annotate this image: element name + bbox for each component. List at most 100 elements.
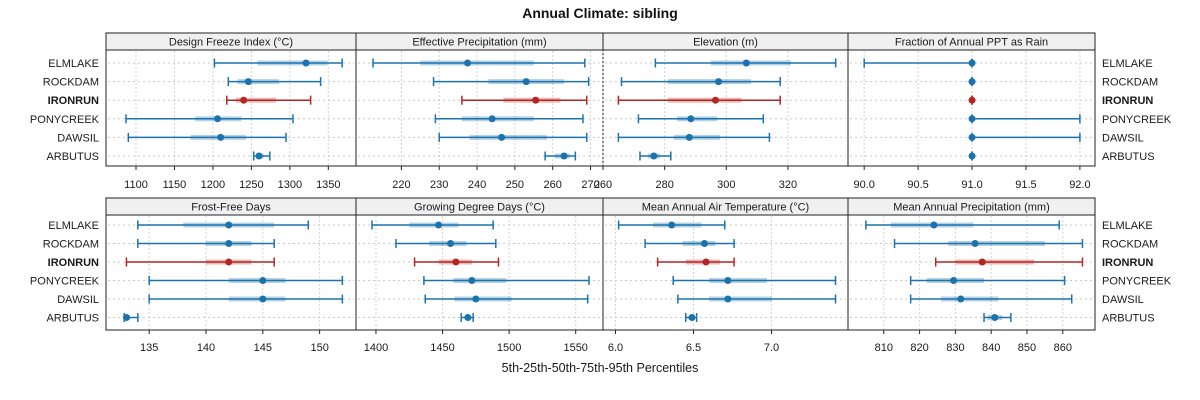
series-dawsil xyxy=(617,132,771,142)
series-dawsil xyxy=(909,294,1073,304)
site-label-left-ironrun: IRONRUN xyxy=(48,95,99,107)
axis-tick-label: 270 xyxy=(581,179,599,191)
site-label-left-dawsil: DAWSIL xyxy=(57,294,99,306)
median-dot xyxy=(968,59,976,67)
median-dot xyxy=(122,314,130,321)
median-dot xyxy=(214,115,222,123)
median-dot xyxy=(464,314,472,321)
axis-tick-label: 860 xyxy=(1054,342,1072,354)
median-dot xyxy=(685,133,693,141)
median-dot xyxy=(724,277,732,284)
panel-title: Effective Precipitation (mm) xyxy=(412,37,546,49)
median-dot xyxy=(668,221,676,229)
series-dawsil xyxy=(424,294,589,304)
axis-tick-label: 830 xyxy=(946,342,964,354)
panel-mean-annual-precipitation-mm: Mean Annual Precipitation (mm) 810 820 830 8… xyxy=(847,197,1096,354)
median-dot xyxy=(217,133,225,141)
median-dot xyxy=(302,59,310,67)
series-rockdam xyxy=(620,77,781,87)
median-dot xyxy=(464,59,472,67)
median-dot xyxy=(724,295,732,303)
median-dot xyxy=(532,96,540,104)
series-dawsil xyxy=(677,294,837,304)
axis-tick-label: 1150 xyxy=(163,179,187,191)
site-label-left-ironrun: IRONRUN xyxy=(48,257,99,269)
axis-tick-label: 6.0 xyxy=(608,342,623,354)
series-rockdam xyxy=(893,239,1084,248)
series-ponycreek xyxy=(968,114,1081,124)
panel-mean-annual-air-temperature-c: Mean Annual Air Temperature (°C) 6.0 6.5 7.… xyxy=(602,197,849,354)
axis-tick-label: 810 xyxy=(875,342,893,354)
median-dot xyxy=(968,152,976,160)
median-dot xyxy=(244,78,252,86)
site-label-left-arbutus: ARBUTUS xyxy=(46,151,99,163)
median-dot xyxy=(742,59,750,67)
axis-tick-label: 230 xyxy=(430,179,448,191)
site-label-left-elmlake: ELMLAKE xyxy=(48,220,99,232)
site-label-left-ponycreek: PONYCREEK xyxy=(30,276,100,288)
site-label-left-arbutus: ARBUTUS xyxy=(46,313,99,325)
series-dawsil xyxy=(148,294,344,304)
site-label-right-elmlake: ELMLAKE xyxy=(1102,58,1153,70)
series-ponycreek xyxy=(148,276,344,285)
series-dawsil xyxy=(127,132,287,142)
axis-tick-label: 300 xyxy=(717,179,735,191)
series-ponycreek xyxy=(434,114,584,124)
axis-tick-label: 850 xyxy=(1018,342,1036,354)
axis-tick-label: 820 xyxy=(910,342,928,354)
median-dot xyxy=(468,277,476,284)
panel-title: Elevation (m) xyxy=(693,37,758,49)
median-dot xyxy=(240,96,248,104)
series-ponycreek xyxy=(423,276,590,285)
site-label-right-ironrun: IRONRUN xyxy=(1102,95,1153,107)
series-ironrun xyxy=(125,257,275,267)
panel-title: Fraction of Annual PPT as Rain xyxy=(895,37,1048,49)
site-label-right-elmlake: ELMLAKE xyxy=(1102,220,1153,232)
site-label-left-elmlake: ELMLAKE xyxy=(48,58,99,70)
site-label-right-dawsil: DAWSIL xyxy=(1102,132,1144,144)
axis-tick-label: 1550 xyxy=(563,342,587,354)
series-rockdam xyxy=(395,239,497,248)
median-dot xyxy=(711,96,719,104)
series-rockdam xyxy=(968,77,976,87)
series-arbutus xyxy=(684,313,698,322)
series-elmlake xyxy=(213,58,343,68)
median-dot xyxy=(447,240,455,247)
site-label-right-arbutus: ARBUTUS xyxy=(1102,151,1155,163)
median-dot xyxy=(452,258,460,266)
axis-tick-label: 320 xyxy=(779,179,797,191)
site-label-left-dawsil: DAWSIL xyxy=(57,132,99,144)
series-dawsil xyxy=(438,132,588,142)
axis-tick-label: 1200 xyxy=(201,179,225,191)
median-dot xyxy=(688,314,696,321)
median-dot xyxy=(472,295,480,303)
median-dot xyxy=(435,221,443,229)
site-label-right-rockdam: ROCKDAM xyxy=(1102,77,1158,89)
axis-tick-label: 90.5 xyxy=(907,179,928,191)
series-rockdam xyxy=(227,77,322,87)
axis-tick-label: 1400 xyxy=(364,342,388,354)
axis-tick-label: 150 xyxy=(310,342,328,354)
median-dot xyxy=(978,258,986,266)
median-dot xyxy=(971,240,979,247)
series-ponycreek xyxy=(125,114,294,124)
median-dot xyxy=(560,152,568,160)
median-dot xyxy=(225,240,233,247)
series-ironrun xyxy=(461,95,588,105)
series-elmlake xyxy=(654,58,837,68)
axis-tick-label: 6.5 xyxy=(686,342,701,354)
series-rockdam xyxy=(644,239,735,248)
median-dot xyxy=(930,221,938,229)
axis-tick-label: 91.5 xyxy=(1015,179,1036,191)
axis-tick-label: 1100 xyxy=(124,179,148,191)
axis-tick-label: 1500 xyxy=(497,342,521,354)
series-ironrun xyxy=(934,257,1084,267)
series-arbutus xyxy=(544,151,577,161)
series-arbutus xyxy=(968,151,976,161)
series-elmlake xyxy=(617,220,726,230)
series-ironrun xyxy=(968,95,976,105)
axis-tick-label: 1450 xyxy=(430,342,454,354)
series-dawsil xyxy=(968,132,1081,142)
series-elmlake xyxy=(137,220,310,230)
